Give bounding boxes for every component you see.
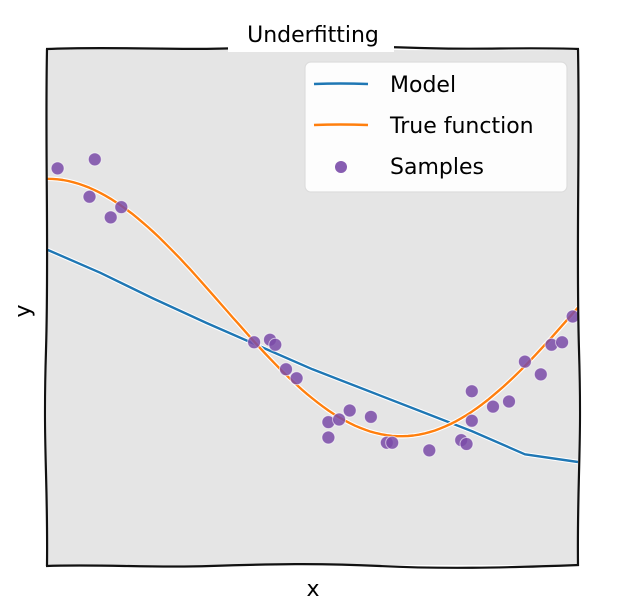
sample-point	[502, 394, 516, 409]
model-line	[46, 248, 579, 464]
sample-point	[114, 200, 129, 215]
sample-point	[464, 384, 479, 399]
sample-point	[517, 354, 532, 369]
axes-frame-bottom	[45, 563, 580, 569]
legend-model-label: Model	[390, 73, 456, 98]
sample-point	[321, 430, 336, 445]
sample-point	[533, 367, 548, 382]
sample-point	[332, 412, 347, 427]
sample-point	[50, 161, 65, 176]
legend-box	[304, 61, 568, 193]
axes-frame-left	[43, 48, 49, 567]
sample-point	[363, 409, 378, 424]
sample-point	[385, 435, 400, 450]
legend-true-function-swatch	[313, 123, 369, 127]
legend-true-function-label: True function	[389, 114, 534, 139]
sample-point	[247, 335, 262, 350]
legend: Model True function Samples	[304, 61, 568, 193]
sample-point	[555, 335, 570, 350]
chart-title: Underfitting	[247, 23, 379, 48]
true-function-line	[46, 177, 579, 438]
x-axis-label: x	[306, 577, 319, 602]
title-backdrop	[228, 38, 394, 52]
sample-point	[103, 210, 118, 225]
plot-lines	[46, 176, 580, 465]
sample-point	[342, 403, 357, 418]
sample-points	[50, 152, 580, 458]
sample-point	[279, 362, 293, 377]
sample-point	[464, 413, 479, 428]
sample-point	[422, 443, 437, 458]
sample-point	[486, 399, 500, 414]
axes-frame-right	[576, 48, 582, 567]
legend-model-swatch	[313, 82, 369, 86]
sample-point	[459, 437, 474, 451]
sample-point	[268, 337, 283, 352]
sample-point	[82, 189, 97, 204]
legend-samples-marker	[335, 161, 347, 173]
legend-samples-label: Samples	[390, 155, 484, 180]
y-axis-label: y	[11, 304, 36, 317]
sample-point	[87, 152, 102, 167]
sample-point	[289, 371, 304, 386]
